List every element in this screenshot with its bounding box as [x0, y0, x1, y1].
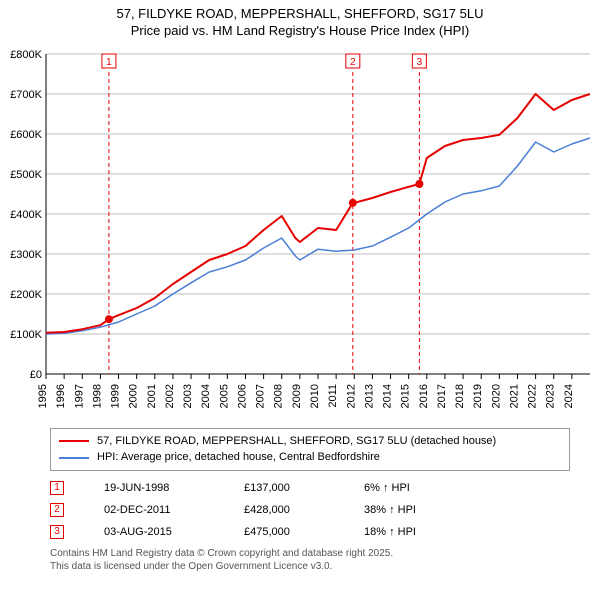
svg-text:£100K: £100K: [10, 329, 42, 341]
svg-text:2023: 2023: [545, 384, 557, 408]
svg-text:2016: 2016: [418, 384, 430, 408]
svg-text:2002: 2002: [164, 384, 176, 408]
svg-text:2000: 2000: [128, 384, 140, 408]
svg-text:2003: 2003: [182, 384, 194, 408]
svg-text:1998: 1998: [91, 384, 103, 408]
legend-row: HPI: Average price, detached house, Cent…: [59, 449, 561, 466]
chart: £0 £100K £200K £300K £400K £500K £600K £700K £80…: [0, 44, 600, 424]
chart-title: 57, FILDYKE ROAD, MEPPERSHALL, SHEFFORD,…: [0, 0, 600, 44]
transaction-price: £475,000: [244, 526, 324, 538]
legend: 57, FILDYKE ROAD, MEPPERSHALL, SHEFFORD,…: [50, 428, 570, 471]
transaction-date: 03-AUG-2015: [104, 526, 204, 538]
transaction-marker-box: 2: [50, 503, 64, 517]
svg-text:2008: 2008: [273, 384, 285, 408]
svg-text:2015: 2015: [400, 384, 412, 408]
legend-label: 57, FILDYKE ROAD, MEPPERSHALL, SHEFFORD,…: [97, 433, 496, 450]
svg-text:£700K: £700K: [10, 89, 42, 101]
svg-text:£400K: £400K: [10, 209, 42, 221]
svg-text:3: 3: [417, 57, 423, 68]
transaction-diff: 6% ↑ HPI: [364, 482, 454, 494]
transaction-price: £137,000: [244, 482, 324, 494]
svg-text:£800K: £800K: [10, 49, 42, 61]
svg-text:2017: 2017: [436, 384, 448, 408]
transaction-date: 02-DEC-2011: [104, 504, 204, 516]
svg-text:1999: 1999: [110, 384, 122, 408]
svg-text:1997: 1997: [73, 384, 85, 408]
svg-text:2014: 2014: [382, 384, 394, 408]
svg-text:2012: 2012: [345, 384, 357, 408]
legend-swatch: [59, 457, 89, 459]
svg-text:1: 1: [106, 57, 112, 68]
svg-text:2013: 2013: [363, 384, 375, 408]
transaction-diff: 38% ↑ HPI: [364, 504, 454, 516]
transaction-date: 19-JUN-1998: [104, 482, 204, 494]
title-line-1: 57, FILDYKE ROAD, MEPPERSHALL, SHEFFORD,…: [0, 6, 600, 23]
transaction-marker-box: 1: [50, 481, 64, 495]
svg-text:£500K: £500K: [10, 169, 42, 181]
transaction-price: £428,000: [244, 504, 324, 516]
root: 57, FILDYKE ROAD, MEPPERSHALL, SHEFFORD,…: [0, 0, 600, 590]
svg-text:2010: 2010: [309, 384, 321, 408]
footer: Contains HM Land Registry data © Crown c…: [50, 547, 570, 573]
svg-text:2019: 2019: [472, 384, 484, 408]
svg-text:2020: 2020: [490, 384, 502, 408]
footer-line-2: This data is licensed under the Open Gov…: [50, 560, 570, 573]
svg-text:2: 2: [350, 57, 356, 68]
svg-text:2007: 2007: [255, 384, 267, 408]
svg-text:2005: 2005: [218, 384, 230, 408]
svg-text:1995: 1995: [37, 384, 49, 408]
svg-text:£600K: £600K: [10, 129, 42, 141]
svg-text:2021: 2021: [508, 384, 520, 408]
svg-text:2018: 2018: [454, 384, 466, 408]
svg-text:2004: 2004: [200, 384, 212, 408]
transaction-diff: 18% ↑ HPI: [364, 526, 454, 538]
svg-text:2011: 2011: [327, 384, 339, 408]
svg-text:£200K: £200K: [10, 289, 42, 301]
transactions-table: 1 19-JUN-1998 £137,000 6% ↑ HPI 2 02-DEC-2011…: [50, 477, 570, 543]
svg-text:2022: 2022: [527, 384, 539, 408]
transaction-row: 3 03-AUG-2015 £475,000 18% ↑ HPI: [50, 521, 570, 543]
legend-label: HPI: Average price, detached house, Cent…: [97, 449, 380, 466]
svg-text:1996: 1996: [55, 384, 67, 408]
transaction-row: 2 02-DEC-2011 £428,000 38% ↑ HPI: [50, 499, 570, 521]
legend-swatch: [59, 440, 89, 442]
footer-line-1: Contains HM Land Registry data © Crown c…: [50, 547, 570, 560]
svg-text:£300K: £300K: [10, 249, 42, 261]
legend-row: 57, FILDYKE ROAD, MEPPERSHALL, SHEFFORD,…: [59, 433, 561, 450]
transaction-row: 1 19-JUN-1998 £137,000 6% ↑ HPI: [50, 477, 570, 499]
svg-text:2006: 2006: [236, 384, 248, 408]
svg-text:2024: 2024: [563, 384, 575, 408]
transaction-marker-box: 3: [50, 525, 64, 539]
svg-text:£0: £0: [30, 369, 42, 381]
title-line-2: Price paid vs. HM Land Registry's House …: [0, 23, 600, 40]
svg-text:2009: 2009: [291, 384, 303, 408]
svg-text:2001: 2001: [146, 384, 158, 408]
chart-svg: £0 £100K £200K £300K £400K £500K £600K £700K £80…: [0, 44, 600, 424]
